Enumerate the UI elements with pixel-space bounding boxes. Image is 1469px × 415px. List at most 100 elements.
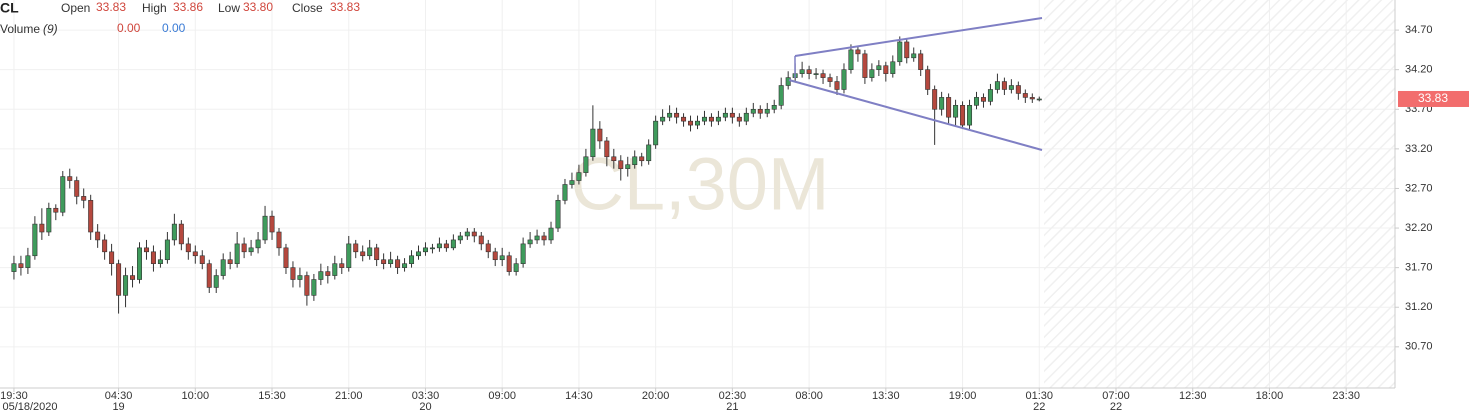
- candle-body: [967, 105, 973, 126]
- high-value: 33.86: [173, 0, 203, 14]
- candle-body: [987, 89, 993, 102]
- candle-body: [388, 259, 394, 264]
- candle-body: [939, 97, 945, 110]
- last-price-label: 33.83: [1418, 91, 1448, 105]
- candle-body: [18, 263, 24, 268]
- candle-body: [436, 243, 442, 249]
- candle-body: [262, 215, 268, 241]
- candle-body: [164, 239, 170, 261]
- trend-line-upper: [794, 17, 1043, 57]
- candle-body: [869, 69, 875, 78]
- candle-body: [632, 156, 638, 166]
- candle-body: [74, 180, 80, 197]
- x-tick-label: 20:00: [642, 390, 670, 402]
- close-value: 33.83: [330, 0, 360, 14]
- candle-body: [88, 200, 94, 233]
- candle-body: [660, 116, 666, 122]
- candle-body: [185, 243, 191, 253]
- candle-body: [39, 223, 45, 233]
- candle-body: [499, 255, 505, 261]
- candle-body: [597, 128, 603, 142]
- candle-body: [548, 227, 554, 241]
- candle-body: [1015, 85, 1021, 94]
- x-date-label: 22: [1110, 401, 1122, 413]
- candle-body: [862, 53, 868, 78]
- candle-body: [192, 251, 198, 257]
- candle-body: [157, 259, 163, 264]
- candle-body: [11, 263, 17, 272]
- candle-body: [590, 128, 596, 158]
- x-tick-label: 07:00: [1102, 390, 1130, 402]
- trend-line-lower: [788, 79, 1043, 151]
- candle-body: [457, 235, 463, 241]
- candle-body: [178, 223, 184, 245]
- candle-body: [1036, 98, 1042, 101]
- candle-body: [506, 255, 512, 272]
- candle-body: [102, 239, 108, 253]
- candle-body: [555, 200, 561, 229]
- candle-body: [395, 259, 401, 268]
- candle-body: [569, 180, 575, 185]
- candle-body: [381, 259, 387, 264]
- candle-body: [994, 81, 1000, 90]
- x-tick-label: 15:30: [258, 390, 286, 402]
- header: CL Open 33.83 High 33.86 Low 33.80 Close…: [0, 0, 360, 36]
- candle-body: [980, 97, 986, 102]
- candle-body: [227, 259, 233, 264]
- candle-body: [604, 140, 610, 158]
- candle-body: [276, 231, 282, 249]
- candle-body: [618, 160, 624, 169]
- candle-body: [583, 156, 589, 173]
- candle-body: [932, 89, 938, 110]
- candle-body: [897, 41, 903, 63]
- candle-body: [646, 144, 652, 162]
- candle-body: [827, 77, 833, 82]
- candle-body: [53, 207, 59, 213]
- candle-body: [171, 223, 177, 241]
- candle-body: [130, 275, 136, 280]
- close-label: Close: [292, 1, 323, 15]
- candle-body: [290, 267, 296, 280]
- candle-body: [332, 263, 338, 276]
- candle-body: [367, 247, 373, 257]
- candle-body: [311, 279, 317, 296]
- candle-body: [667, 112, 673, 118]
- x-tick-label: 21:00: [335, 390, 363, 402]
- x-date-label: 22: [1033, 401, 1045, 413]
- candle-body: [374, 247, 380, 261]
- candle-body: [701, 116, 707, 122]
- candle-body: [346, 243, 352, 268]
- candle-body: [953, 105, 959, 118]
- candle-body: [297, 275, 303, 280]
- candle-body: [478, 235, 484, 245]
- y-tick-label: 31.70: [1405, 262, 1433, 274]
- x-date-label: 21: [726, 401, 738, 413]
- candle-body: [116, 263, 122, 296]
- candle-body: [32, 223, 38, 257]
- candle-body: [25, 255, 31, 268]
- candle-body: [241, 243, 247, 253]
- candle-body: [639, 156, 645, 162]
- candle-body: [67, 176, 73, 181]
- candle-body: [415, 251, 421, 257]
- x-tick-label: 04:30: [105, 390, 133, 402]
- candle-body: [778, 85, 784, 106]
- candle-body: [443, 243, 449, 249]
- candle-body: [402, 263, 408, 268]
- candle-body: [353, 243, 359, 253]
- candle-body: [715, 116, 721, 122]
- candle-body: [199, 255, 205, 264]
- x-tick-label: 10:00: [182, 390, 210, 402]
- y-tick-label: 32.20: [1405, 222, 1433, 234]
- candle-body: [743, 112, 749, 122]
- candle-body: [46, 207, 52, 233]
- candle-body: [694, 120, 700, 126]
- candle-body: [492, 251, 498, 261]
- candle-body: [150, 251, 156, 264]
- grid: [0, 0, 1395, 388]
- candle-body: [60, 176, 66, 213]
- candle-body: [785, 77, 791, 86]
- candle-body: [485, 243, 491, 253]
- candle-body: [960, 105, 966, 126]
